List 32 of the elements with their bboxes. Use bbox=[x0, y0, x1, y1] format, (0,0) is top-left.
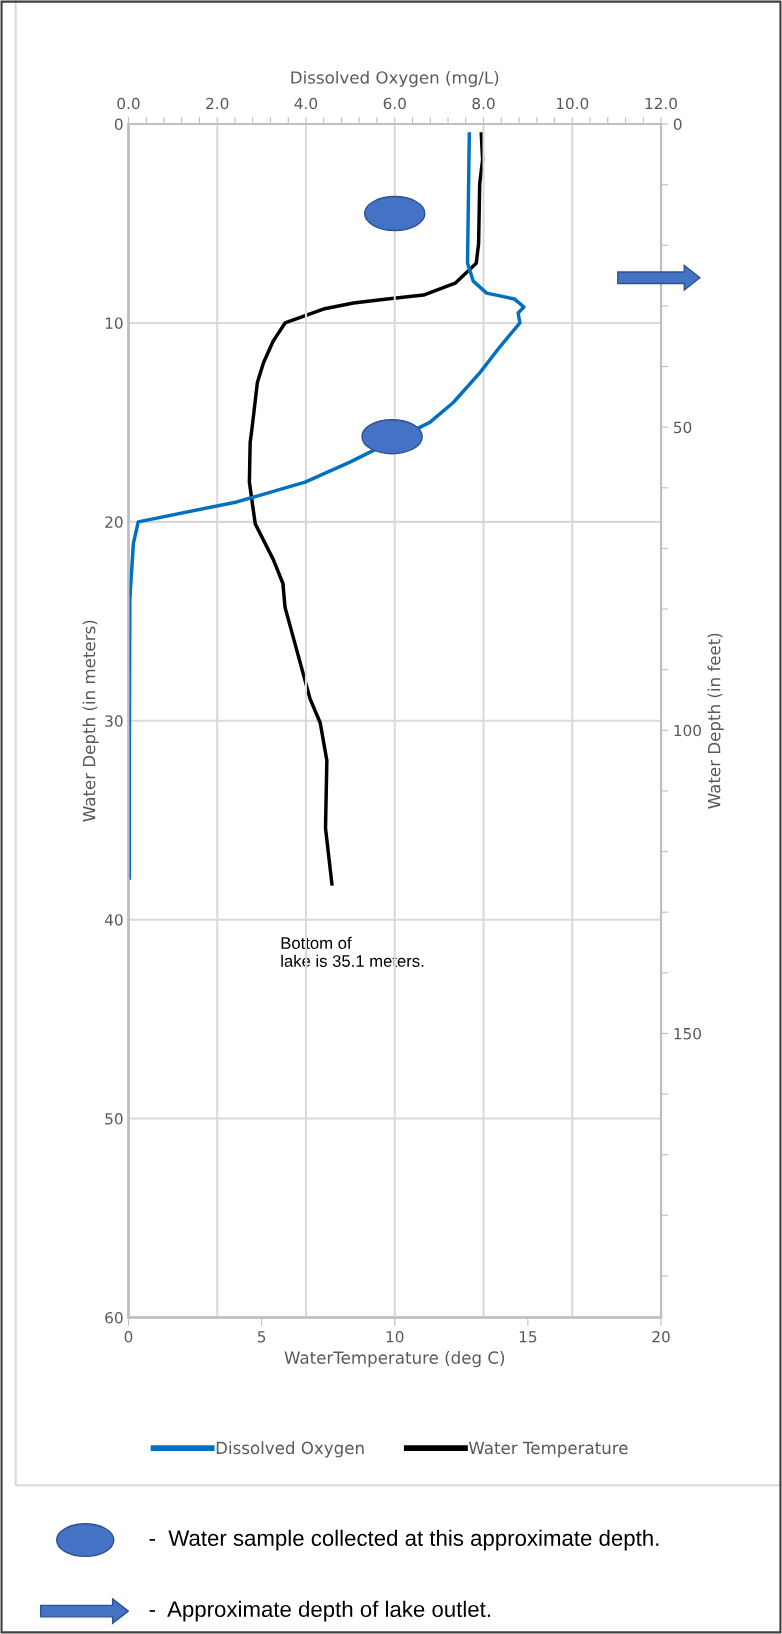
y2-tick-label: 150 bbox=[674, 1027, 701, 1040]
y2-axis-title: Water Depth (in feet) bbox=[707, 633, 724, 809]
legend-label: Water Temperature bbox=[468, 1441, 628, 1458]
y-tick-label: 10 bbox=[105, 317, 123, 329]
legend-label: Dissolved Oxygen bbox=[216, 1441, 364, 1458]
x-tick-label: 15 bbox=[519, 1331, 537, 1343]
y-axis-title: Water Depth (in meters) bbox=[82, 620, 99, 822]
x2-tick-label: 2.0 bbox=[206, 97, 229, 110]
y-tick-label: 20 bbox=[105, 516, 123, 528]
y-tick-label: 50 bbox=[105, 1113, 123, 1125]
x2-axis-title: Dissolved Oxygen (mg/L) bbox=[291, 70, 499, 88]
y-tick-label: 40 bbox=[104, 914, 123, 926]
x-axis-title: WaterTemperature (deg C) bbox=[284, 1351, 505, 1368]
y-tick-label: 30 bbox=[105, 715, 123, 727]
y2-tick-label: 0 bbox=[673, 118, 682, 131]
x2-tick-label: 6.0 bbox=[383, 97, 406, 110]
x-tick-label: 0 bbox=[124, 1330, 133, 1343]
x-tick-label: 5 bbox=[257, 1331, 266, 1343]
y2-tick-label: 100 bbox=[674, 724, 701, 737]
text: - Approximate depth of lake outlet. bbox=[149, 1600, 490, 1622]
x2-tick-label: 8.0 bbox=[472, 97, 495, 110]
x2-tick-label: 4.0 bbox=[294, 97, 318, 110]
x2-tick-label: 10.0 bbox=[556, 97, 589, 110]
x-tick-label: 10 bbox=[386, 1330, 404, 1343]
x-tick-label: 20 bbox=[652, 1330, 670, 1343]
y-tick-label: 0 bbox=[114, 118, 123, 131]
line-series bbox=[247, 132, 485, 886]
x2-tick-label: 0.0 bbox=[117, 97, 140, 110]
text: - Water sample collected at this approximate depth. bbox=[149, 1529, 659, 1551]
y2-tick-label: 50 bbox=[674, 421, 692, 434]
y-tick-label: 60 bbox=[105, 1311, 123, 1324]
x2-tick-label: 12.0 bbox=[645, 97, 678, 110]
